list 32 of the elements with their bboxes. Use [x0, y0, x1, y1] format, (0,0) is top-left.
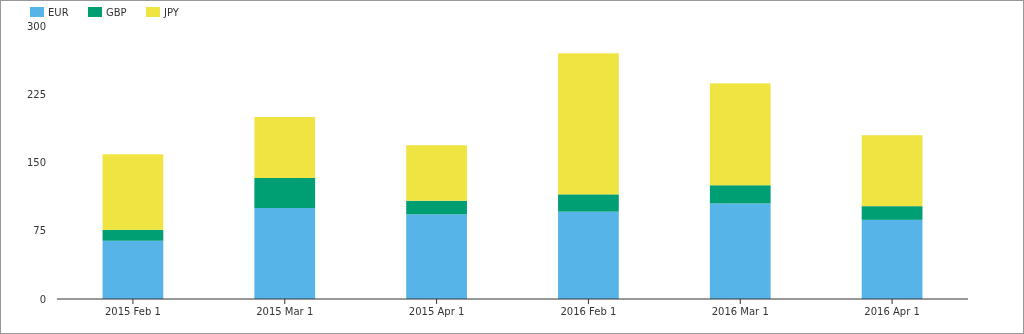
- bar: [861, 206, 923, 220]
- y-tick-label: 225: [26, 88, 46, 100]
- bar: [254, 208, 316, 299]
- bar: [102, 154, 164, 230]
- bar: [861, 219, 923, 299]
- bar: [406, 214, 467, 299]
- bar: [709, 185, 771, 204]
- y-tick-label: 0: [39, 293, 46, 305]
- bar: [254, 117, 316, 178]
- bar: [861, 135, 923, 207]
- bar: [558, 211, 619, 299]
- x-tick-label: 2015 Mar 1: [256, 306, 314, 317]
- x-tick-label: 2016 Mar 1: [711, 306, 769, 317]
- legend-label: JPY: [163, 7, 180, 18]
- legend-label: GBP: [106, 7, 127, 18]
- bar: [558, 194, 619, 212]
- bar: [709, 203, 771, 299]
- bar: [102, 240, 164, 299]
- legend-label: EUR: [48, 7, 69, 18]
- y-tick-label: 75: [33, 225, 46, 237]
- x-tick-label: 2015 Apr 1: [408, 306, 465, 317]
- bar: [558, 53, 619, 195]
- bar: [406, 145, 467, 201]
- bar: [102, 229, 164, 241]
- y-tick-label: 150: [26, 157, 46, 168]
- x-tick-label: 2015 Feb 1: [104, 306, 161, 317]
- x-tick-label: 2016 Feb 1: [560, 306, 617, 317]
- y-tick-label: 300: [26, 20, 46, 32]
- bar: [709, 83, 771, 186]
- x-tick-label: 2016 Apr 1: [864, 306, 920, 317]
- bar: [406, 200, 467, 215]
- bar: [254, 177, 316, 208]
